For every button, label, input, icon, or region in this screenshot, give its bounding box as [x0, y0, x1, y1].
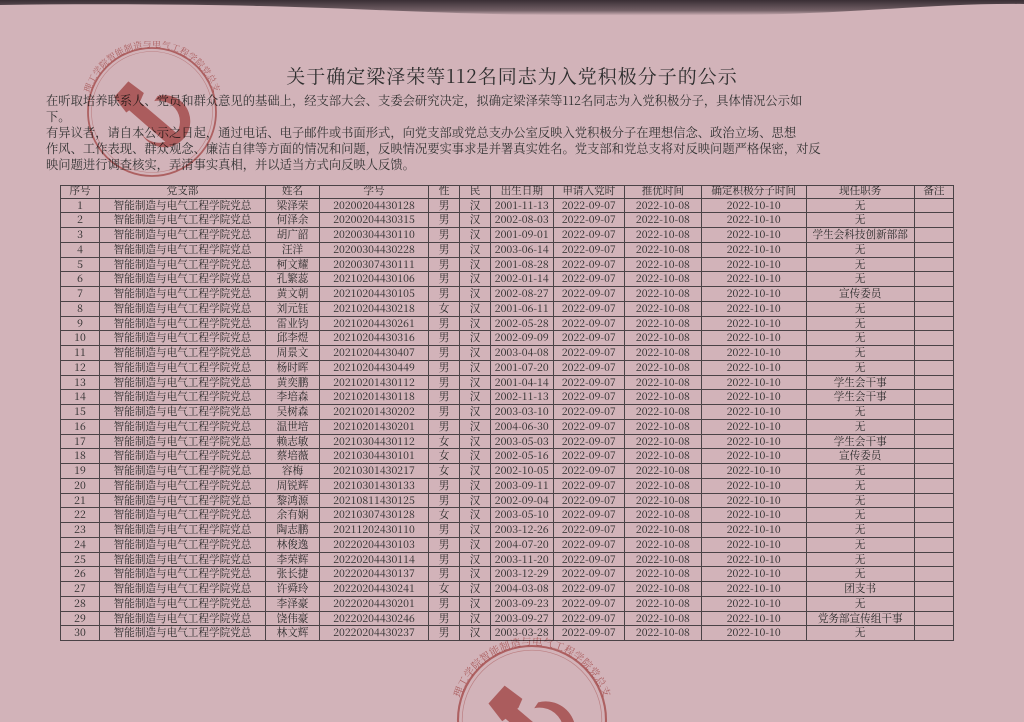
svg-text:理工学院智能制造与电气工程学院党总支: 理工学院智能制造与电气工程学院党总支: [449, 637, 615, 699]
